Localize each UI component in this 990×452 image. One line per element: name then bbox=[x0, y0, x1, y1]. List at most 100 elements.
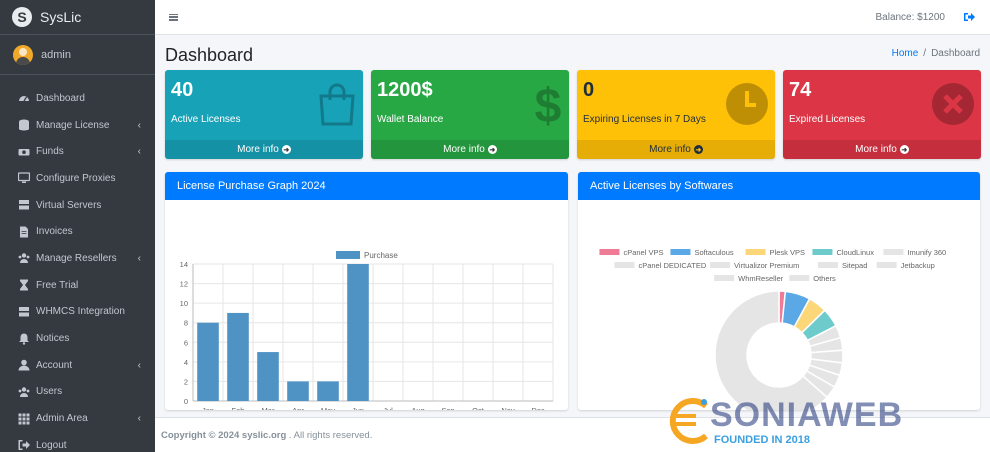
sign-out-icon[interactable] bbox=[964, 12, 975, 22]
box-value: 0 bbox=[583, 79, 595, 101]
expiring-licenses-box: 0 Expiring Licenses in 7 Days More info ➜ bbox=[577, 70, 775, 159]
legend-label[interactable]: CloudLinux bbox=[836, 248, 874, 257]
legend-label[interactable]: Softaculous bbox=[694, 248, 733, 257]
watermark-logo: SONIAWEB FOUNDED IN 2018 bbox=[666, 392, 986, 450]
sidebar-item-admin-area[interactable]: Admin Area ‹ bbox=[0, 405, 155, 432]
sidebar-item-account[interactable]: Account ‹ bbox=[0, 352, 155, 379]
x-tick-label: Feb bbox=[232, 406, 245, 410]
money-icon bbox=[18, 146, 30, 158]
arrow-circle-right-icon: ➜ bbox=[487, 145, 497, 154]
x-tick-label: May bbox=[321, 406, 335, 410]
users-icon bbox=[18, 252, 30, 264]
purchase-bar-chart: Purchase 0 2 4 6 8 10 12 14 Jan Feb Mar Apr May Jun Jul… bbox=[180, 251, 554, 410]
watermark-subtext: FOUNDED IN 2018 bbox=[714, 434, 810, 446]
footer-site-link[interactable]: syslic.org bbox=[241, 429, 287, 441]
legend-swatch[interactable] bbox=[599, 249, 620, 255]
sidebar-item-users[interactable]: Users bbox=[0, 379, 155, 406]
chevron-left-icon: ‹ bbox=[137, 146, 141, 158]
legend-swatch[interactable] bbox=[883, 249, 904, 255]
y-tick-label: 6 bbox=[184, 338, 188, 347]
wallet-balance-box: 1200$ Wallet Balance $ More info ➜ bbox=[371, 70, 569, 159]
box-value: 1200$ bbox=[377, 79, 433, 101]
server-icon bbox=[18, 199, 30, 211]
chevron-left-icon: ‹ bbox=[137, 413, 141, 425]
database-icon bbox=[18, 119, 30, 131]
legend-label[interactable]: Plesk VPS bbox=[770, 248, 805, 257]
more-info-link[interactable]: More info ➜ bbox=[577, 140, 775, 159]
legend-swatch[interactable] bbox=[336, 251, 360, 259]
bar-mar[interactable] bbox=[257, 352, 279, 401]
more-info-link[interactable]: More info ➜ bbox=[783, 140, 981, 159]
bell-icon bbox=[18, 333, 30, 345]
monitor-icon bbox=[18, 172, 30, 184]
sidebar-item-funds[interactable]: Funds ‹ bbox=[0, 138, 155, 165]
more-info-link[interactable]: More info ➜ bbox=[165, 140, 363, 159]
x-tick-label: Jun bbox=[352, 406, 364, 410]
sidebar-item-label: Logout bbox=[36, 439, 67, 451]
legend-swatch[interactable] bbox=[745, 249, 766, 255]
chevron-left-icon: ‹ bbox=[137, 252, 141, 264]
brand[interactable]: S SysLic bbox=[0, 0, 155, 35]
legend-label[interactable]: Purchase bbox=[364, 251, 398, 260]
more-info-label: More info bbox=[649, 144, 691, 155]
box-value: 40 bbox=[171, 79, 194, 101]
sidebar-item-logout[interactable]: Logout bbox=[0, 432, 155, 452]
legend-swatch[interactable] bbox=[710, 262, 731, 268]
watermark-text: SONIAWEB bbox=[710, 396, 904, 434]
sidebar-item-label: Account bbox=[36, 359, 73, 371]
legend-label[interactable]: Others bbox=[813, 274, 836, 283]
sidebar-item-configure-proxies[interactable]: Configure Proxies bbox=[0, 165, 155, 192]
bar-apr[interactable] bbox=[287, 381, 309, 401]
breadcrumb: Home / Dashboard bbox=[892, 48, 980, 59]
sidebar-item-manage-license[interactable]: Manage License ‹ bbox=[0, 112, 155, 139]
x-tick-label: Aug bbox=[411, 406, 424, 410]
more-info-label: More info bbox=[443, 144, 485, 155]
expired-licenses-box: 74 Expired Licenses More info ➜ bbox=[783, 70, 981, 159]
bar-jan[interactable] bbox=[197, 322, 219, 401]
page-title: Dashboard bbox=[165, 45, 254, 65]
card-title: License Purchase Graph 2024 bbox=[165, 172, 568, 200]
sidebar-item-manage-resellers[interactable]: Manage Resellers ‹ bbox=[0, 245, 155, 272]
user-panel[interactable]: admin bbox=[0, 35, 155, 75]
breadcrumb-current: Dashboard bbox=[931, 48, 980, 59]
legend-label[interactable]: cPanel VPS bbox=[623, 248, 663, 257]
sidebar-item-whmcs-integration[interactable]: WHMCS Integration bbox=[0, 299, 155, 326]
y-tick-label: 12 bbox=[180, 280, 188, 289]
legend-swatch[interactable] bbox=[817, 262, 838, 268]
legend-label[interactable]: Imunify 360 bbox=[907, 248, 946, 257]
legend-label[interactable]: WhmReseller bbox=[738, 274, 784, 283]
sidebar-item-label: Virtual Servers bbox=[36, 199, 102, 211]
sidebar-item-invoices[interactable]: Invoices bbox=[0, 218, 155, 245]
bar-may[interactable] bbox=[317, 381, 339, 401]
sidebar-item-dashboard[interactable]: Dashboard bbox=[0, 85, 155, 112]
bar-feb[interactable] bbox=[227, 312, 249, 401]
legend-swatch[interactable] bbox=[812, 249, 833, 255]
brand-logo: S bbox=[12, 7, 32, 27]
legend-swatch[interactable] bbox=[670, 249, 691, 255]
sidebar-item-free-trial[interactable]: Free Trial bbox=[0, 272, 155, 299]
y-tick-label: 2 bbox=[184, 377, 188, 386]
sidebar-item-label: Notices bbox=[36, 333, 70, 345]
server-icon bbox=[18, 306, 30, 318]
breadcrumb-separator: / bbox=[923, 48, 927, 59]
slice-others[interactable] bbox=[714, 290, 829, 410]
user-name: admin bbox=[41, 48, 71, 61]
sidebar-item-virtual-servers[interactable]: Virtual Servers bbox=[0, 192, 155, 219]
sidebar-item-label: Invoices bbox=[36, 226, 73, 238]
more-info-link[interactable]: More info ➜ bbox=[371, 140, 569, 159]
breadcrumb-home-link[interactable]: Home bbox=[891, 48, 919, 59]
bar-jun[interactable] bbox=[347, 264, 369, 401]
legend-swatch[interactable] bbox=[789, 275, 810, 281]
menu-toggle-icon[interactable] bbox=[169, 13, 178, 21]
legend-swatch[interactable] bbox=[614, 262, 635, 268]
sidebar-item-label: Dashboard bbox=[36, 92, 85, 104]
chevron-left-icon: ‹ bbox=[137, 119, 141, 131]
sidebar-item-label: Funds bbox=[36, 146, 64, 158]
legend-swatch[interactable] bbox=[876, 262, 897, 268]
legend-label[interactable]: Virtualizor Premium bbox=[734, 261, 799, 270]
legend-label[interactable]: Jetbackup bbox=[901, 261, 935, 270]
legend-swatch[interactable] bbox=[714, 275, 735, 281]
sidebar-item-notices[interactable]: Notices bbox=[0, 325, 155, 352]
legend-label[interactable]: Sitepad bbox=[842, 261, 867, 270]
legend-label[interactable]: cPanel DEDICATED bbox=[638, 261, 706, 270]
